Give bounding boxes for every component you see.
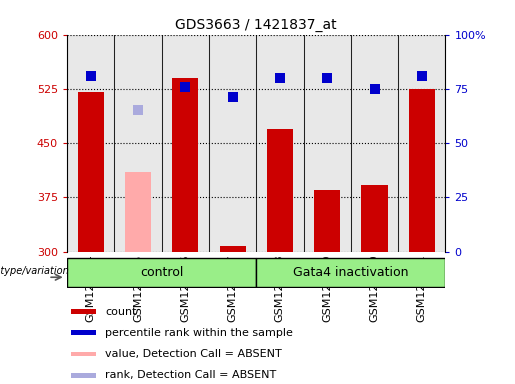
Bar xyxy=(362,185,387,252)
Title: GDS3663 / 1421837_at: GDS3663 / 1421837_at xyxy=(176,18,337,32)
Text: control: control xyxy=(140,266,183,279)
Bar xyxy=(114,35,162,252)
Bar xyxy=(72,330,96,335)
Bar xyxy=(409,89,435,252)
Bar xyxy=(72,351,96,356)
Bar xyxy=(67,35,114,252)
Text: Gata4 inactivation: Gata4 inactivation xyxy=(293,266,408,279)
Text: percentile rank within the sample: percentile rank within the sample xyxy=(105,328,293,338)
Bar xyxy=(162,35,209,252)
Point xyxy=(134,108,142,114)
Point xyxy=(418,73,426,79)
Text: rank, Detection Call = ABSENT: rank, Detection Call = ABSENT xyxy=(105,370,276,380)
Bar xyxy=(125,172,151,252)
Bar xyxy=(209,35,256,252)
Bar xyxy=(67,258,256,287)
Bar xyxy=(219,247,246,252)
Text: genotype/variation: genotype/variation xyxy=(0,266,70,276)
Point xyxy=(87,73,95,79)
Bar xyxy=(72,373,96,377)
Bar xyxy=(72,309,96,314)
Bar xyxy=(314,190,340,252)
Text: count: count xyxy=(105,306,136,316)
Bar xyxy=(256,258,445,287)
Text: value, Detection Call = ABSENT: value, Detection Call = ABSENT xyxy=(105,349,282,359)
Point xyxy=(276,75,284,81)
Bar xyxy=(351,35,398,252)
Bar xyxy=(78,93,104,252)
Bar xyxy=(256,35,303,252)
Point xyxy=(370,86,379,92)
Bar xyxy=(267,129,293,252)
Point xyxy=(229,94,237,101)
Point xyxy=(181,84,190,90)
Bar xyxy=(172,78,198,252)
Point xyxy=(323,75,331,81)
Bar xyxy=(303,35,351,252)
Bar xyxy=(398,35,445,252)
